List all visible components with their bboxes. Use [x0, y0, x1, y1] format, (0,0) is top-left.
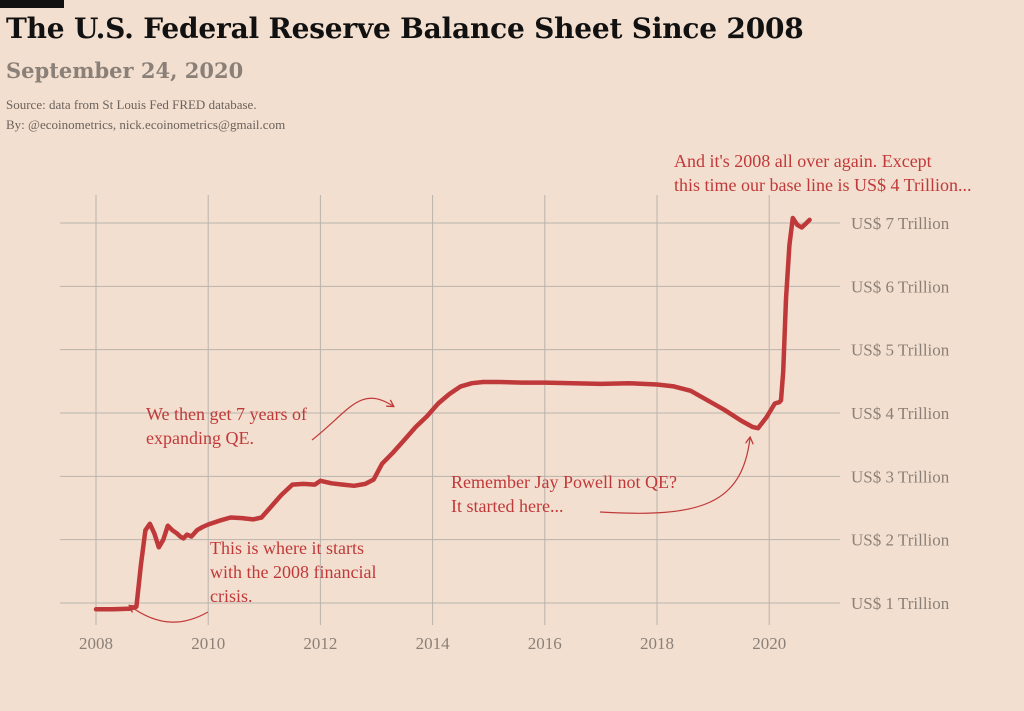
annotation-arrow-powell	[599, 438, 750, 514]
chart-title: The U.S. Federal Reserve Balance Sheet S…	[6, 12, 804, 45]
annotation-arrow-crisis	[130, 606, 209, 623]
x-tick-label-2008: 2008	[79, 634, 113, 653]
chart-date: September 24, 2020	[6, 58, 244, 83]
y-tick-label-5: US$ 5 Trillion	[851, 341, 950, 360]
y-tick-label-3: US$ 3 Trillion	[851, 467, 950, 486]
annotation-arrows	[130, 397, 750, 623]
series-line-balance-sheet	[93, 215, 812, 612]
annotation-2020: And it's 2008 all over again. Except thi…	[674, 151, 972, 195]
y-tick-label-2: US$ 2 Trillion	[851, 531, 950, 550]
x-tick-label-2020: 2020	[752, 634, 786, 653]
annotation-powell: Remember Jay Powell not QE? It started h…	[451, 472, 681, 516]
author-byline: By: @ecoinometrics, nick.ecoinometrics@g…	[6, 117, 286, 132]
annotation-qe: We then get 7 years of expanding QE.	[146, 404, 312, 448]
x-tick-label-2012: 2012	[303, 634, 337, 653]
x-tick-label-2016: 2016	[528, 634, 562, 653]
annotations: This is where it starts with the 2008 fi…	[146, 151, 972, 606]
x-tick-label-2018: 2018	[640, 634, 674, 653]
y-tick-label-6: US$ 6 Trillion	[851, 277, 950, 296]
source-note: Source: data from St Louis Fed FRED data…	[6, 97, 257, 112]
y-tick-label-7: US$ 7 Trillion	[851, 214, 950, 233]
x-tick-label-2014: 2014	[416, 634, 451, 653]
annotation-arrow-qe	[311, 397, 393, 441]
tick-labels: 2008 2010 2012 2014 2016 2018 2020 US$ 1 Trilli…	[79, 214, 950, 653]
corner-accent-bar	[0, 0, 64, 8]
annotation-crisis: This is where it starts with the 2008 fi…	[210, 538, 381, 606]
grid-lines	[60, 195, 840, 625]
y-tick-label-4: US$ 4 Trillion	[851, 404, 950, 423]
x-tick-label-2010: 2010	[191, 634, 225, 653]
y-tick-label-1: US$ 1 Trillion	[851, 594, 950, 613]
